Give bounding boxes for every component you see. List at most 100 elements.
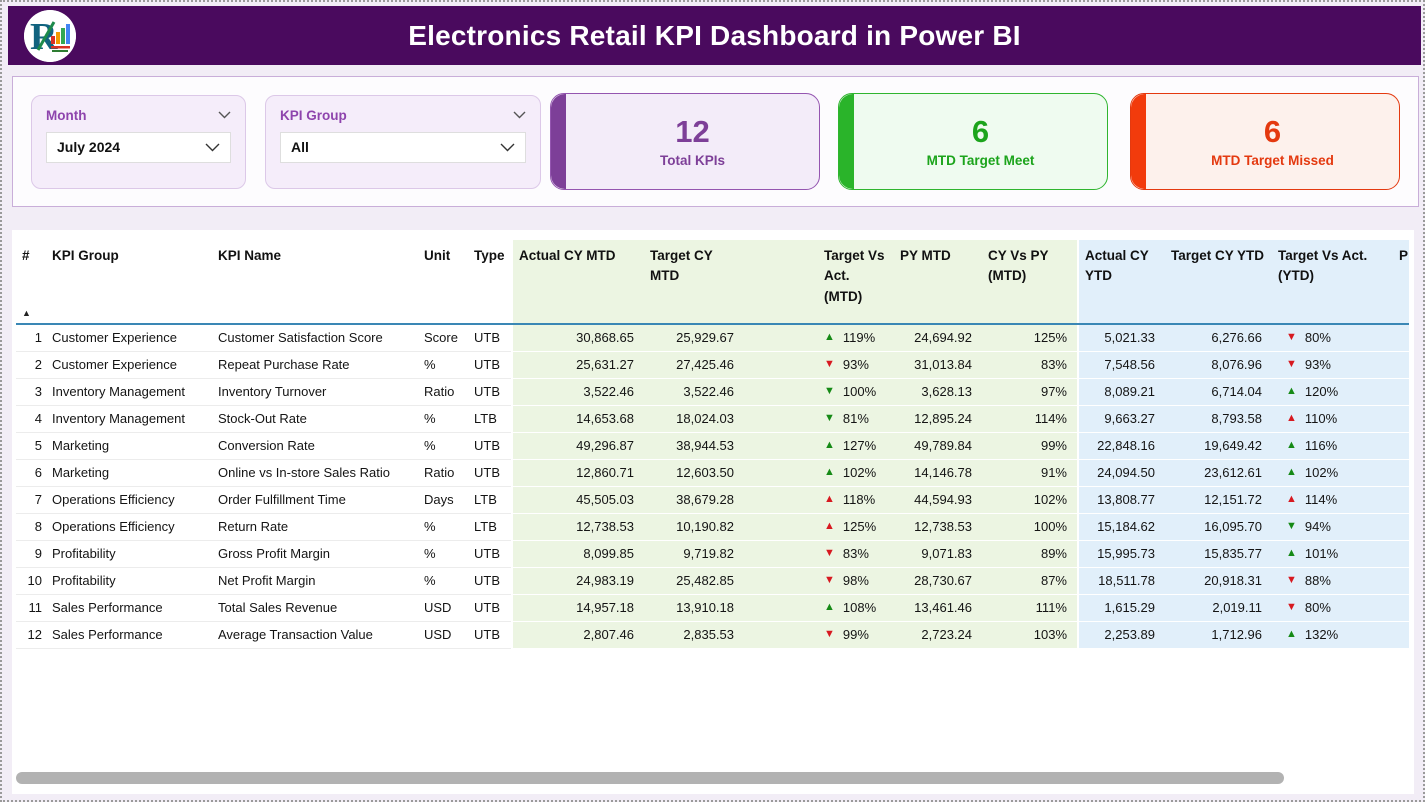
kpi-table-body: 1 Customer Experience Customer Satisfactio… (16, 324, 1409, 649)
column-header-target-cy-ytd[interactable]: Target CY YTD (1165, 240, 1272, 325)
kpi-name-cell: Repeat Purchase Rate (212, 351, 418, 379)
table-row[interactable]: 1 Customer Experience Customer Satisfactio… (16, 324, 1409, 352)
unit-cell: USD (418, 594, 468, 622)
row-number: 1 (16, 324, 46, 352)
row-number: 3 (16, 378, 46, 406)
cy-vs-py-mtd-cell: 87% (982, 567, 1078, 595)
py-mtd-cell: 12,895.24 (894, 405, 982, 433)
horizontal-scrollbar-thumb[interactable] (16, 772, 1284, 784)
table-row[interactable]: 8 Operations Efficiency Return Rate% LTB 12,… (16, 513, 1409, 541)
arrow-down-icon: ▼ (824, 574, 835, 586)
unit-cell: Score (418, 324, 468, 352)
column-header-cy-vs-py-mtd[interactable]: CY Vs PY (MTD) (982, 240, 1078, 325)
column-header-actual-cy-ytd[interactable]: Actual CY YTD (1077, 240, 1165, 325)
column-header-kpi-group[interactable]: KPI Group (46, 240, 212, 325)
cy-vs-py-mtd-cell: 103% (982, 621, 1078, 649)
target-cy-mtd-cell: 38,944.53 (644, 432, 744, 460)
unit-cell: % (418, 432, 468, 460)
table-row[interactable]: 11 Sales Performance Total Sales Revenue US… (16, 594, 1409, 622)
unit-cell: % (418, 540, 468, 568)
clipped-cell (1397, 324, 1409, 352)
percent-value: 88% (1304, 573, 1331, 588)
column-header-unit[interactable]: Unit (418, 240, 468, 325)
table-row[interactable]: 9 Profitability Gross Profit Margin% UTB 8,0… (16, 540, 1409, 568)
table-row[interactable]: 6 Marketing Online vs In-store Sales Ratio… (16, 459, 1409, 487)
actual-cy-mtd-cell: 2,807.46 (511, 621, 644, 649)
row-number: 5 (16, 432, 46, 460)
table-row[interactable]: 2 Customer Experience Repeat Purchase Rate… (16, 351, 1409, 379)
type-cell: UTB (468, 540, 512, 568)
actual-cy-ytd-cell: 9,663.27 (1077, 405, 1165, 433)
kpi-group-dropdown[interactable]: All (280, 131, 526, 163)
column-header-num[interactable]: # ▲ (16, 240, 46, 325)
column-header-type[interactable]: Type (468, 240, 512, 325)
percent-value: 108% (842, 600, 877, 615)
table-row[interactable]: 5 Marketing Conversion Rate% UTB 49,296.87 38… (16, 432, 1409, 460)
kpi-group-cell: Inventory Management (46, 378, 212, 406)
unit-cell: Days (418, 486, 468, 514)
mtd-target-meet-label: MTD Target Meet (926, 153, 1035, 169)
column-header-actual-cy-mtd[interactable]: Actual CY MTD (511, 240, 644, 325)
target-cy-ytd-cell: 1,712.96 (1165, 621, 1272, 649)
clipped-cell (1397, 378, 1409, 406)
column-header-clipped[interactable]: P (1397, 240, 1409, 325)
percent-value: 127% (842, 438, 877, 453)
arrow-down-icon: ▼ (1286, 358, 1297, 370)
table-row[interactable]: 7 Operations Efficiency Order Fulfillment … (16, 486, 1409, 514)
arrow-down-icon: ▼ (824, 628, 835, 640)
chevron-down-icon[interactable] (513, 111, 526, 119)
kpi-name-cell: Order Fulfillment Time (212, 486, 418, 514)
target-cy-mtd-cell: 38,679.28 (644, 486, 744, 514)
arrow-down-icon: ▼ (1286, 601, 1297, 613)
column-header-kpi-name[interactable]: KPI Name (212, 240, 418, 325)
percent-value: 102% (842, 465, 877, 480)
arrow-up-icon: ▲ (1286, 412, 1297, 424)
py-mtd-cell: 49,789.84 (894, 432, 982, 460)
arrow-up-icon: ▲ (1286, 466, 1297, 478)
arrow-up-icon: ▲ (824, 601, 835, 613)
type-cell: UTB (468, 621, 512, 649)
cy-vs-py-mtd-cell: 91% (982, 459, 1078, 487)
target-cy-mtd-cell: 25,482.85 (644, 567, 744, 595)
kpi-name-cell: Conversion Rate (212, 432, 418, 460)
unit-cell: % (418, 351, 468, 379)
column-header-py-mtd[interactable]: PY MTD (894, 240, 982, 325)
actual-cy-mtd-cell: 24,983.19 (511, 567, 644, 595)
target-vs-act-mtd-cell: ▲ 127% (744, 432, 894, 460)
unit-cell: % (418, 405, 468, 433)
row-number: 9 (16, 540, 46, 568)
percent-value: 80% (1304, 330, 1331, 346)
kpi-group-dropdown-value: All (291, 139, 309, 155)
percent-value: 94% (1304, 519, 1331, 534)
target-vs-act-mtd-cell: ▼ 99% (744, 621, 894, 649)
table-header-row: # ▲ KPI Group KPI Name Unit Type Actual C… (16, 240, 1409, 325)
table-row[interactable]: 4 Inventory Management Stock-Out Rate% LTB 1… (16, 405, 1409, 433)
chevron-down-icon[interactable] (218, 111, 231, 119)
row-number: 8 (16, 513, 46, 541)
cy-vs-py-mtd-cell: 97% (982, 378, 1078, 406)
target-cy-ytd-cell: 8,076.96 (1165, 351, 1272, 379)
percent-value: 98% (842, 573, 869, 588)
column-header-target-vs-act-ytd[interactable]: Target Vs Act. (YTD) (1272, 240, 1397, 325)
month-dropdown[interactable]: July 2024 (46, 131, 231, 163)
row-number: 6 (16, 459, 46, 487)
row-number: 10 (16, 567, 46, 595)
percent-value: 132% (1304, 627, 1339, 642)
column-header-target-vs-act-mtd[interactable]: Target Vs Act. (MTD) (744, 240, 894, 325)
arrow-up-icon: ▲ (1286, 547, 1297, 559)
table-row[interactable]: 12 Sales Performance Average Transaction V… (16, 621, 1409, 649)
kpi-name-cell: Online vs In-store Sales Ratio (212, 459, 418, 487)
kpi-group-cell: Operations Efficiency (46, 486, 212, 514)
percent-value: 114% (1304, 492, 1338, 507)
arrow-up-icon: ▲ (824, 493, 835, 505)
arrow-up-icon: ▲ (824, 439, 835, 451)
column-header-target-cy-mtd[interactable]: Target CY MTD (644, 240, 744, 325)
actual-cy-mtd-cell: 14,957.18 (511, 594, 644, 622)
kpi-table: # ▲ KPI Group KPI Name Unit Type Actual C… (16, 240, 1409, 649)
actual-cy-ytd-cell: 7,548.56 (1077, 351, 1165, 379)
type-cell: LTB (468, 486, 512, 514)
mtd-target-meet-card: 6 MTD Target Meet (838, 93, 1108, 190)
table-row[interactable]: 3 Inventory Management Inventory Turnover R… (16, 378, 1409, 406)
table-row[interactable]: 10 Profitability Net Profit Margin% UTB 24,9… (16, 567, 1409, 595)
actual-cy-ytd-cell: 24,094.50 (1077, 459, 1165, 487)
